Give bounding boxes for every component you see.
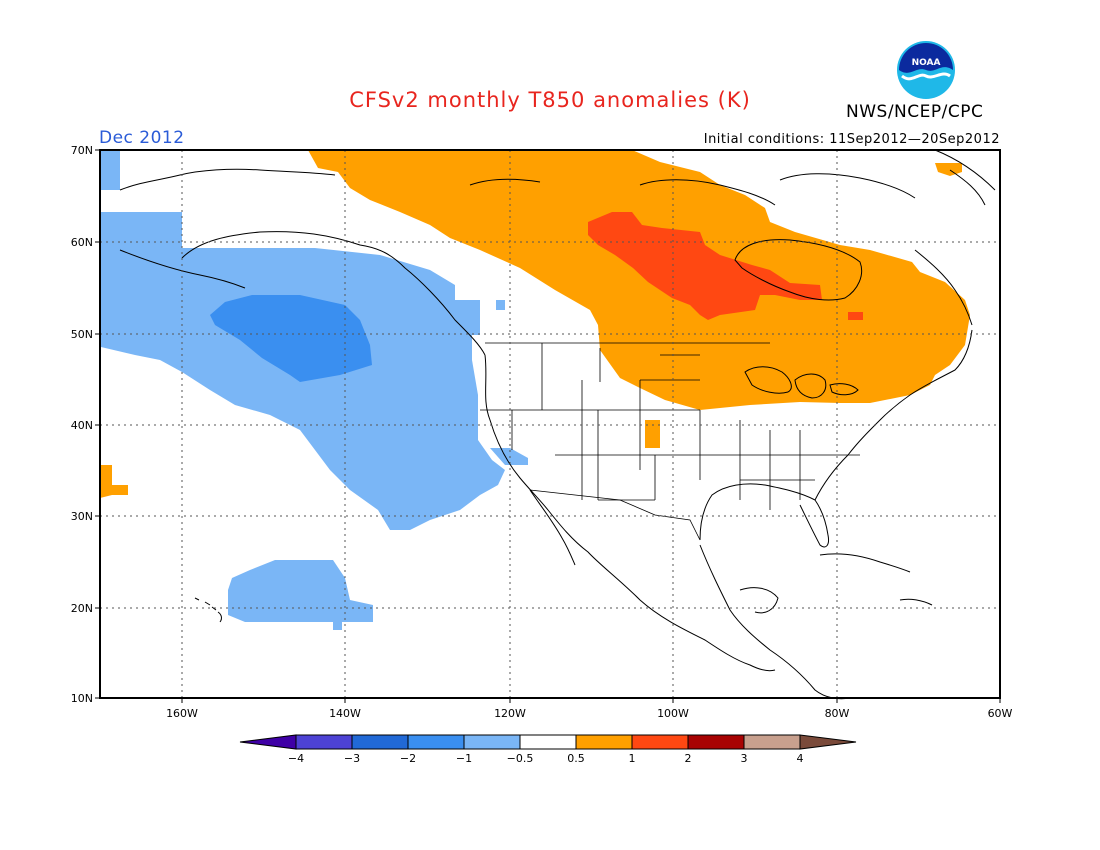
warm-anomaly-plains [645, 420, 660, 448]
colorbar-segment [687, 734, 745, 750]
colorbar-label: 0.5 [567, 752, 585, 765]
colorbar-label: −3 [344, 752, 360, 765]
political-borders [480, 342, 860, 541]
colorbar-segment [575, 734, 633, 750]
longitude-labels: 160W 140W 120W 100W 80W 60W [166, 707, 1012, 720]
coastlines [119, 149, 996, 700]
colorbar-segment [519, 734, 577, 750]
colorbar-lower-extension [239, 734, 297, 750]
colorbar: −4 −3 −2 −1 −0.5 0.5 1 2 3 4 [239, 734, 857, 765]
colorbar-label: −4 [288, 752, 304, 765]
colorbar-segment [463, 734, 521, 750]
lat-label: 70N [71, 144, 93, 157]
colorbar-label: −0.5 [507, 752, 534, 765]
hot-anomaly-speck [848, 312, 863, 320]
lat-label: 20N [71, 602, 93, 615]
axis-ticks [95, 149, 1001, 703]
lon-label: 140W [329, 707, 361, 720]
organization-label: NWS/NCEP/CPC [846, 102, 984, 122]
colorbar-segment [351, 734, 409, 750]
warm-anomaly-arctic-right [935, 163, 962, 176]
colorbar-label: −2 [400, 752, 416, 765]
colorbar-segment [631, 734, 689, 750]
lat-label: 10N [71, 692, 93, 705]
map-frame [99, 149, 1001, 699]
latitude-labels: 70N 60N 50N 40N 30N 20N 10N [71, 144, 93, 705]
cooler-anomaly-region [210, 295, 372, 382]
hot-anomaly-region [588, 212, 822, 320]
lon-label: 100W [657, 707, 689, 720]
lat-label: 40N [71, 419, 93, 432]
colorbar-segment [743, 734, 801, 750]
cool-anomaly-bc-coast [490, 448, 528, 465]
lat-label: 50N [71, 328, 93, 341]
colorbar-label: 3 [741, 752, 748, 765]
chart-title: CFSv2 monthly T850 anomalies (K) [349, 88, 751, 112]
colorbar-upper-extension [799, 734, 857, 750]
cool-anomaly-speck [496, 300, 505, 310]
initial-conditions-label: Initial conditions: 11Sep2012—20Sep2012 [703, 132, 1000, 147]
lon-label: 60W [988, 707, 1013, 720]
warm-anomaly-pacific-left [100, 465, 128, 498]
colorbar-label: −1 [456, 752, 472, 765]
lat-label: 30N [71, 510, 93, 523]
warm-anomaly-region [308, 150, 970, 410]
logo-text: NOAA [912, 58, 941, 68]
lon-label: 120W [494, 707, 526, 720]
lon-label: 160W [166, 707, 198, 720]
colorbar-label: 2 [685, 752, 692, 765]
noaa-logo: NOAA [896, 40, 956, 100]
graticule [100, 150, 1000, 698]
forecast-month-label: Dec 2012 [99, 128, 185, 148]
cool-anomaly-pacific-patch [100, 150, 118, 190]
anomaly-shading [100, 150, 970, 630]
colorbar-label: 4 [797, 752, 804, 765]
colorbar-segment [295, 734, 353, 750]
cool-anomaly-subtropical [228, 560, 373, 630]
colorbar-label: 1 [629, 752, 636, 765]
lat-label: 60N [71, 236, 93, 249]
noaa-logo-icon: NOAA [897, 41, 955, 99]
lon-label: 80W [825, 707, 850, 720]
colorbar-segment [407, 734, 465, 750]
